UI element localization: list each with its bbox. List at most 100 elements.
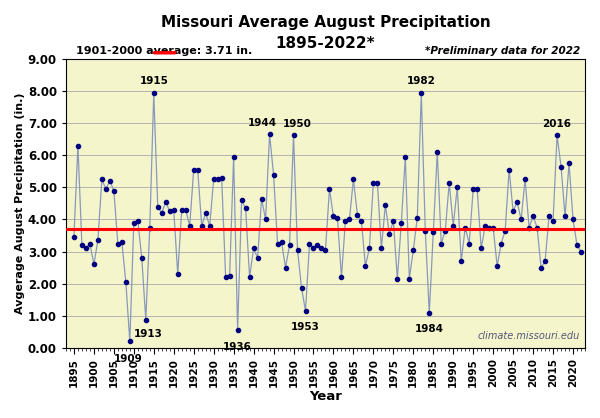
Point xyxy=(361,263,370,269)
Point xyxy=(428,229,438,236)
Point xyxy=(349,176,358,183)
Point xyxy=(197,222,206,229)
Point xyxy=(169,206,179,213)
Point xyxy=(552,132,562,139)
Point xyxy=(401,153,410,160)
Text: 1901-2000 average: 3.71 in.: 1901-2000 average: 3.71 in. xyxy=(76,46,253,56)
Point xyxy=(241,205,250,212)
Point xyxy=(153,203,163,210)
Point xyxy=(165,208,175,215)
Point xyxy=(496,240,506,247)
Point xyxy=(320,247,330,253)
Point xyxy=(129,219,139,226)
Point xyxy=(512,199,522,205)
Point xyxy=(457,258,466,265)
Text: *Preliminary data for 2022: *Preliminary data for 2022 xyxy=(425,46,580,56)
Point xyxy=(273,240,283,247)
Point xyxy=(97,176,107,183)
Point xyxy=(464,240,474,247)
Point xyxy=(205,222,214,229)
Point xyxy=(493,263,502,269)
Point xyxy=(221,274,230,280)
Point xyxy=(185,222,194,229)
Point xyxy=(572,242,582,249)
Point xyxy=(409,247,418,253)
Point xyxy=(377,245,386,252)
Point xyxy=(389,218,398,224)
Point xyxy=(261,216,271,223)
Point xyxy=(245,274,254,280)
Text: 1984: 1984 xyxy=(415,324,444,334)
Point xyxy=(344,216,354,223)
Point xyxy=(157,210,167,217)
Point xyxy=(285,242,295,249)
Point xyxy=(508,208,518,215)
Point xyxy=(125,338,134,345)
Point xyxy=(436,240,446,247)
Text: 1936: 1936 xyxy=(223,342,252,352)
Point xyxy=(416,90,426,97)
Point xyxy=(225,272,235,279)
X-axis label: Year: Year xyxy=(309,390,342,403)
Point xyxy=(564,160,574,167)
Point xyxy=(181,206,191,213)
Point xyxy=(568,216,578,223)
Point xyxy=(213,176,223,183)
Point xyxy=(173,271,182,278)
Point xyxy=(289,132,298,139)
Point xyxy=(93,237,103,244)
Point xyxy=(476,245,486,252)
Point xyxy=(440,227,450,234)
Point xyxy=(189,166,199,173)
Point xyxy=(69,234,79,240)
Point xyxy=(505,166,514,173)
Point xyxy=(133,218,143,224)
Point xyxy=(281,264,290,271)
Point xyxy=(277,239,286,245)
Point xyxy=(105,178,115,184)
Point xyxy=(528,213,538,219)
Point xyxy=(329,213,338,219)
Y-axis label: Avgerage August Precipitation (in.): Avgerage August Precipitation (in.) xyxy=(15,93,25,314)
Text: 1950: 1950 xyxy=(283,119,312,128)
Text: 1944: 1944 xyxy=(248,117,277,127)
Point xyxy=(524,224,534,231)
Point xyxy=(540,258,550,265)
Text: 1982: 1982 xyxy=(407,76,436,87)
Point xyxy=(161,199,170,205)
Point xyxy=(373,179,382,186)
Point xyxy=(209,176,218,183)
Point xyxy=(433,149,442,155)
Point xyxy=(89,261,98,268)
Point xyxy=(356,218,366,224)
Point xyxy=(560,213,570,219)
Text: climate.missouri.edu: climate.missouri.edu xyxy=(478,331,580,341)
Text: 2016: 2016 xyxy=(542,119,572,128)
Point xyxy=(313,242,322,249)
Point xyxy=(217,174,226,181)
Point xyxy=(317,245,326,252)
Point xyxy=(353,212,362,218)
Point xyxy=(265,131,274,138)
Point xyxy=(548,218,558,224)
Point xyxy=(201,210,211,217)
Point xyxy=(229,153,238,160)
Point xyxy=(445,179,454,186)
Point xyxy=(481,222,490,229)
Point xyxy=(297,285,307,291)
Point xyxy=(325,186,334,192)
Point xyxy=(249,245,259,252)
Point xyxy=(337,274,346,280)
Point xyxy=(293,247,302,253)
Point xyxy=(520,176,530,183)
Point xyxy=(73,143,83,149)
Point xyxy=(460,224,470,231)
Point xyxy=(137,255,146,261)
Point xyxy=(77,242,87,249)
Point xyxy=(332,214,342,221)
Point xyxy=(544,213,554,219)
Point xyxy=(308,245,318,252)
Point xyxy=(380,202,390,209)
Point xyxy=(257,195,266,202)
Point xyxy=(233,327,242,334)
